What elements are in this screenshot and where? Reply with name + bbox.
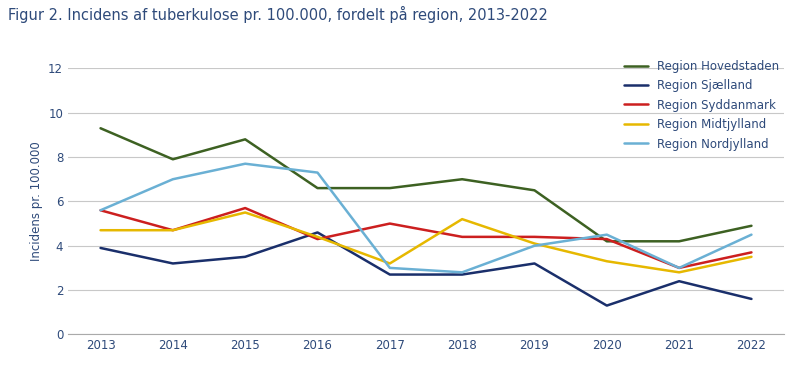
Region Syddanmark — [96, 208, 106, 212]
Region Nordjylland — [313, 170, 322, 175]
Region Hovedstaden — [313, 186, 322, 190]
Region Hovedstaden — [240, 137, 250, 142]
Region Midtjylland — [313, 234, 322, 239]
Region Nordjylland — [385, 266, 394, 270]
Region Hovedstaden — [458, 177, 467, 182]
Region Midtjylland — [530, 241, 539, 246]
Region Hovedstaden — [168, 157, 178, 162]
Region Midtjylland — [746, 255, 756, 259]
Region Nordjylland — [530, 244, 539, 248]
Region Syddanmark — [458, 234, 467, 239]
Region Syddanmark — [746, 250, 756, 255]
Region Sjælland — [674, 279, 684, 283]
Region Nordjylland — [240, 162, 250, 166]
Region Hovedstaden — [385, 186, 394, 190]
Region Midtjylland — [168, 228, 178, 233]
Region Nordjylland — [602, 233, 612, 237]
Region Midtjylland — [458, 217, 467, 222]
Region Midtjylland — [674, 270, 684, 275]
Y-axis label: Incidens pr. 100.000: Incidens pr. 100.000 — [30, 141, 42, 261]
Region Midtjylland — [96, 228, 106, 233]
Region Nordjylland — [746, 233, 756, 237]
Region Syddanmark — [168, 228, 178, 233]
Region Sjælland — [746, 297, 756, 301]
Text: Figur 2. Incidens af tuberkulose pr. 100.000, fordelt på region, 2013-2022: Figur 2. Incidens af tuberkulose pr. 100… — [8, 6, 548, 23]
Region Hovedstaden — [674, 239, 684, 244]
Region Sjælland — [313, 230, 322, 235]
Region Hovedstaden — [530, 188, 539, 193]
Region Sjælland — [602, 303, 612, 308]
Region Sjælland — [385, 272, 394, 277]
Region Syddanmark — [602, 237, 612, 241]
Line: Region Sjælland: Region Sjælland — [101, 233, 751, 306]
Region Hovedstaden — [746, 223, 756, 228]
Region Nordjylland — [96, 208, 106, 212]
Line: Region Hovedstaden: Region Hovedstaden — [101, 128, 751, 241]
Region Hovedstaden — [96, 126, 106, 131]
Region Sjælland — [530, 261, 539, 266]
Region Hovedstaden — [602, 239, 612, 244]
Line: Region Midtjylland: Region Midtjylland — [101, 212, 751, 272]
Legend: Region Hovedstaden, Region Sjælland, Region Syddanmark, Region Midtjylland, Regi: Region Hovedstaden, Region Sjælland, Reg… — [619, 55, 784, 155]
Region Syddanmark — [313, 237, 322, 241]
Region Midtjylland — [240, 210, 250, 215]
Region Nordjylland — [674, 266, 684, 270]
Line: Region Syddanmark: Region Syddanmark — [101, 208, 751, 268]
Region Sjælland — [96, 246, 106, 250]
Line: Region Nordjylland: Region Nordjylland — [101, 164, 751, 272]
Region Sjælland — [240, 255, 250, 259]
Region Sjælland — [168, 261, 178, 266]
Region Syddanmark — [240, 206, 250, 211]
Region Syddanmark — [674, 266, 684, 270]
Region Nordjylland — [458, 270, 467, 275]
Region Midtjylland — [385, 261, 394, 266]
Region Sjælland — [458, 272, 467, 277]
Region Syddanmark — [385, 221, 394, 226]
Region Syddanmark — [530, 234, 539, 239]
Region Midtjylland — [602, 259, 612, 264]
Region Nordjylland — [168, 177, 178, 182]
